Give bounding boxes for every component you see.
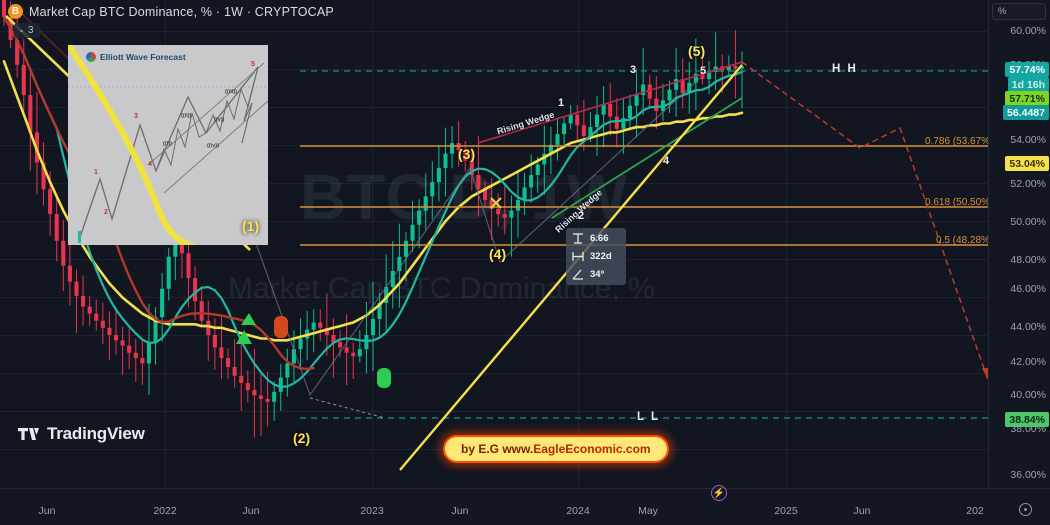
- price-tick: 50.00%: [1010, 216, 1046, 228]
- time-tick: 2024: [566, 505, 590, 517]
- sell-marker: [274, 316, 288, 338]
- price-tick: 60.00%: [1010, 25, 1046, 37]
- time-tick: 2025: [774, 505, 798, 517]
- time-tick: Jun: [853, 505, 871, 517]
- time-tick: Jun: [451, 505, 469, 517]
- fib-label-0618: 0.618 (50.50%): [925, 197, 988, 208]
- author-watermark: by E.G www.EagleEconomic.com: [443, 435, 669, 463]
- measurement-price-value: 6.66: [590, 233, 609, 244]
- chart-pane[interactable]: BTC.D, 1W Market Cap BTC Dominance, %: [0, 0, 988, 488]
- lower-low-label: L L: [637, 411, 661, 423]
- vertical-range-icon: [573, 233, 583, 244]
- gridline: [0, 69, 988, 70]
- price-tag-yellow: 53.04%: [1005, 156, 1049, 171]
- price-tick: 44.00%: [1010, 321, 1046, 333]
- eagle-wave-logo-icon: [86, 52, 96, 62]
- chart-header: B Market Cap BTC Dominance, % · 1W · CRY…: [8, 4, 334, 19]
- lightning-bolt-icon[interactable]: ⚡: [711, 485, 727, 501]
- subwave-label-3: 3: [630, 64, 637, 76]
- symbol-title[interactable]: Market Cap BTC Dominance, % · 1W · CRYPT…: [29, 4, 334, 19]
- tradingview-wordmark: TradingView: [47, 424, 145, 443]
- price-tag-low: 38.84%: [1005, 412, 1049, 427]
- author-prefix: by E.G www.: [461, 442, 534, 456]
- time-tick: May: [638, 505, 658, 517]
- gridline: [0, 373, 988, 374]
- price-scale-unit[interactable]: %: [992, 3, 1046, 20]
- inset-wave-2: 2: [104, 209, 108, 216]
- measurement-tool-readout[interactable]: 6.66 322d 34º: [566, 228, 626, 285]
- price-tick: 52.00%: [1010, 178, 1046, 190]
- gridline: [372, 0, 373, 488]
- higher-high-label: H H: [832, 63, 858, 75]
- price-tag-indicator: 56.4487: [1003, 105, 1049, 120]
- tradingview-logo[interactable]: TradingView: [18, 424, 145, 444]
- bitcoin-icon: B: [8, 4, 23, 19]
- time-tick: 2023: [360, 505, 384, 517]
- time-tick: Jun: [242, 505, 260, 517]
- gridline: [0, 221, 988, 222]
- gridline: [0, 31, 988, 32]
- gridline: [0, 107, 988, 108]
- gridline: [0, 335, 988, 336]
- gridline: [786, 0, 787, 488]
- inset-sub-ii: ((ii)): [181, 113, 192, 119]
- subwave-label-5: 5: [700, 65, 707, 77]
- price-tick: 36.00%: [1010, 469, 1046, 481]
- subwave-label-1: 1: [558, 97, 565, 109]
- fib-label-0786: 0.786 (53.67%): [925, 136, 988, 147]
- price-tick: 48.00%: [1010, 254, 1046, 266]
- measurement-bars-value: 322d: [590, 251, 612, 262]
- price-tick: 54.00%: [1010, 134, 1046, 146]
- price-scale[interactable]: % 60.00% 58.00% 56.00% 54.00% 52.00% 50.…: [988, 0, 1050, 488]
- wave-label-2: (2): [293, 430, 311, 446]
- buy-marker: [377, 368, 391, 388]
- gridline: [0, 259, 988, 260]
- indicator-count-badge[interactable]: ⌄ 3: [14, 23, 40, 38]
- price-tick: 46.00%: [1010, 283, 1046, 295]
- measurement-price-row: 6.66: [572, 233, 620, 244]
- wave-label-4: (4): [489, 246, 507, 262]
- horizontal-range-icon: [572, 252, 584, 261]
- timezone-clock-icon[interactable]: [1019, 503, 1032, 516]
- fib-label-05: 0.5 (48.28%): [936, 235, 988, 246]
- inset-wave-1: 1: [94, 169, 98, 176]
- wave-label-3: (3): [458, 146, 476, 162]
- x-marker: [490, 197, 502, 209]
- author-domain: EagleEconomic.com: [533, 442, 651, 456]
- time-tick: 2022: [153, 505, 177, 517]
- time-tick: Jun: [38, 505, 56, 517]
- inset-sub-iv: ((iv)): [207, 143, 219, 149]
- countdown-tag: 1d 16h: [1007, 77, 1049, 92]
- inset-sub-iii: ((iii)): [225, 89, 237, 95]
- chevron-down-icon: ⌄: [18, 25, 25, 34]
- price-tag-last: 57.71%: [1005, 91, 1049, 106]
- price-tick: 42.00%: [1010, 356, 1046, 368]
- measurement-angle-row: 34º: [572, 269, 620, 280]
- inset-sub-i: ((i)): [163, 141, 172, 147]
- inset-title: Elliott Wave Forecast: [100, 52, 186, 62]
- inset-header: Elliott Wave Forecast: [86, 52, 186, 62]
- wave-label-5: (5): [688, 43, 706, 59]
- measurement-angle-value: 34º: [590, 269, 605, 280]
- angle-icon: [572, 269, 583, 280]
- price-tag-high: 57.74%: [1005, 62, 1049, 77]
- inset-sub-v: ((v)): [214, 117, 225, 123]
- measurement-bars-row: 322d: [572, 251, 620, 262]
- elliott-wave-forecast-inset: Elliott Wave Forecast 1 2 3 4 5 ((i)) ((…: [68, 45, 268, 245]
- indicator-count-value: 3: [27, 24, 34, 36]
- time-tick: 202: [966, 505, 984, 517]
- subwave-label-2: 2: [578, 210, 585, 222]
- inset-wave-4: 4: [148, 161, 152, 168]
- inset-wave-5: 5: [251, 61, 255, 68]
- buy-marker: [236, 330, 252, 344]
- gridline: [0, 297, 988, 298]
- inset-wave-3: 3: [134, 113, 138, 120]
- tradingview-mark-icon: [18, 427, 39, 440]
- wave-label-1: (1): [242, 218, 260, 234]
- gridline: [0, 411, 988, 412]
- time-scale[interactable]: Jun 2022 Jun 2023 Jun 2024 May 2025 Jun …: [0, 488, 1050, 525]
- subwave-label-4: 4: [663, 155, 670, 167]
- price-tick: 40.00%: [1010, 389, 1046, 401]
